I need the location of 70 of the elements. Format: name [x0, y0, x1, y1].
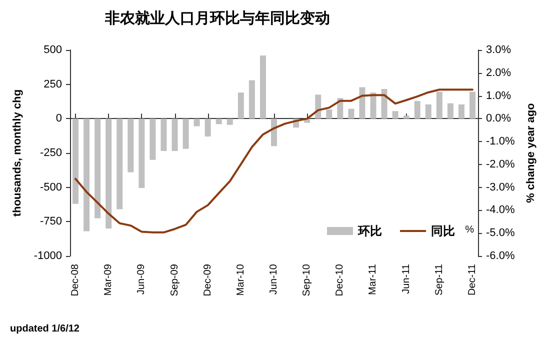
- bar: [260, 55, 266, 119]
- y-tick-label: -500: [40, 181, 62, 194]
- y2-tick-label: -5.0%: [486, 227, 515, 240]
- x-tick-label: Dec-08: [70, 264, 82, 296]
- x-tick-label: Dec-11: [466, 264, 478, 296]
- y2-tick-label: 1.0%: [486, 90, 512, 102]
- bar: [72, 118, 79, 204]
- y-tick-label: 250: [44, 78, 62, 90]
- chart-title: 非农就业人口月环比与年同比变动: [104, 9, 330, 27]
- bar: [469, 92, 476, 119]
- bar: [381, 89, 388, 119]
- bar: [128, 118, 134, 172]
- y2-tick-label: 3.0%: [486, 44, 512, 56]
- bar: [204, 118, 211, 137]
- y2-tick-label: -1.0%: [486, 136, 515, 148]
- bar: [160, 118, 167, 151]
- x-tick-label: Mar-11: [368, 264, 379, 295]
- bar: [447, 103, 454, 119]
- bar: [370, 92, 376, 119]
- y2-tick-label: 2.0%: [486, 66, 512, 79]
- x-tick-label: Jun-09: [136, 264, 148, 295]
- bar: [194, 118, 200, 126]
- bar: [238, 92, 244, 119]
- legend-label: 环比: [357, 224, 382, 238]
- y-tick-label: -1000: [34, 250, 62, 262]
- bar: [392, 111, 398, 119]
- x-tick-label: Mar-09: [103, 264, 114, 296]
- y-tick-label: 0: [56, 112, 62, 125]
- x-tick-label: Dec-10: [334, 264, 346, 296]
- bar: [326, 109, 332, 119]
- bar: [348, 108, 354, 119]
- y-axis-title: thousands, monthly chg: [11, 89, 24, 217]
- x-tick-label: Jun-10: [268, 264, 280, 295]
- bar: [359, 87, 366, 119]
- x-tick-label: Sep-10: [302, 264, 313, 296]
- bar: [414, 100, 420, 119]
- bar: [248, 80, 255, 119]
- bar: [150, 118, 156, 160]
- y2-tick-label: 0.0%: [486, 112, 512, 125]
- bar: [172, 118, 178, 151]
- x-tick-label: Jun-11: [400, 264, 412, 294]
- x-tick-label: Dec-09: [202, 264, 214, 296]
- y2-axis-title: % change year ago: [525, 102, 538, 203]
- x-tick-label: Sep-11: [434, 264, 445, 296]
- bar: [138, 118, 145, 188]
- bar: [403, 116, 410, 119]
- bar: [182, 118, 189, 149]
- x-tick-label: Mar-10: [235, 264, 246, 296]
- bar: [458, 104, 464, 119]
- y2-tick-label: -4.0%: [486, 204, 515, 216]
- bar: [106, 118, 112, 229]
- bar: [116, 118, 123, 210]
- bar: [271, 118, 277, 146]
- y-tick-label: -250: [40, 147, 62, 159]
- x-tick-label: Sep-09: [169, 264, 180, 296]
- bar: [94, 118, 101, 218]
- y2-tick-label: -6.0%: [486, 250, 515, 262]
- bar: [84, 118, 90, 232]
- text: updated 1/6/12: [10, 324, 80, 334]
- bar: [315, 94, 322, 119]
- legend-label: 同比: [431, 224, 455, 238]
- y-tick-label: 500: [44, 44, 62, 56]
- y2-tick-label: -3.0%: [486, 181, 515, 194]
- bar: [226, 118, 233, 125]
- y2-tick-label: -2.0%: [486, 158, 515, 170]
- bar: [216, 118, 222, 124]
- bar: [425, 104, 432, 119]
- y-tick-label: -750: [40, 216, 62, 228]
- annotation: %: [465, 224, 474, 236]
- bar: [436, 92, 442, 119]
